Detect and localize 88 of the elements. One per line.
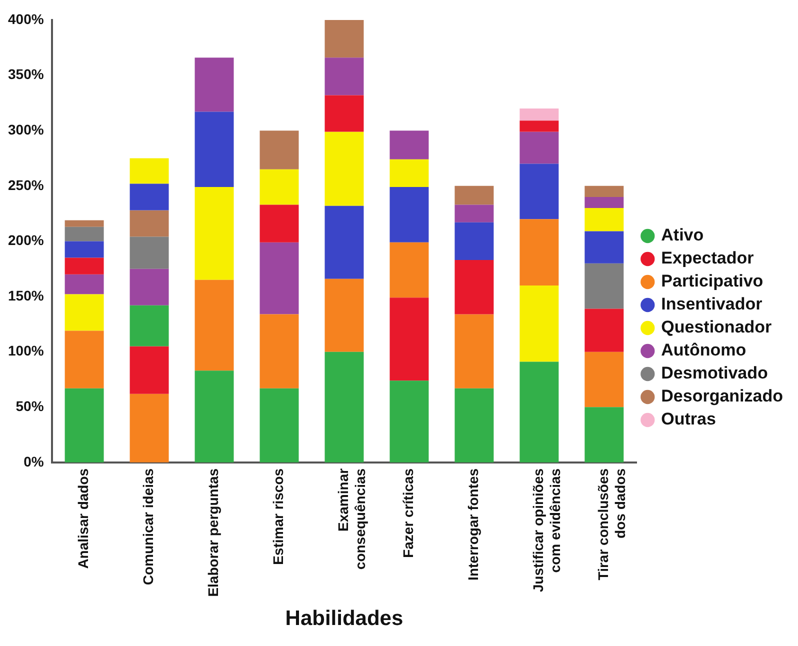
- bar: [390, 242, 429, 298]
- y-tick-label: 150%: [8, 287, 44, 304]
- bar: [64, 330, 104, 388]
- x-axis-title: Habilidades: [285, 607, 404, 630]
- bar: [130, 236, 169, 269]
- x-tick-label: Interrogar fontes: [465, 468, 482, 580]
- x-tick-label: Examinar consequências: [335, 468, 368, 570]
- bar: [194, 187, 234, 280]
- bar: [584, 308, 624, 352]
- y-tick-label: 200%: [8, 232, 44, 248]
- legend-label: Participativo: [661, 272, 764, 291]
- x-tick-label: Justificar opiniões com evidências: [530, 468, 563, 592]
- legend-label: Questionador: [661, 318, 772, 337]
- bar: [584, 263, 624, 309]
- y-tick-label: 400%: [8, 10, 44, 27]
- bar: [520, 219, 559, 286]
- bar: [390, 159, 429, 188]
- bar: [130, 305, 169, 346]
- x-tick-label: Elaborar perguntas: [205, 468, 222, 597]
- bar: [520, 120, 559, 132]
- bar: [520, 164, 559, 220]
- bar: [324, 20, 364, 58]
- legend-label: Insentivador: [661, 294, 763, 314]
- y-tick-label: 0%: [24, 453, 44, 470]
- bar: [260, 169, 299, 205]
- bar: [584, 352, 624, 408]
- bar: [324, 95, 364, 132]
- legend-label: Outras: [661, 410, 716, 429]
- bar: [324, 352, 364, 462]
- bar: [64, 274, 104, 294]
- bar: [260, 204, 299, 242]
- y-tick-label: 50%: [16, 398, 44, 414]
- bar: [130, 210, 169, 237]
- y-tick-label: 100%: [8, 342, 44, 359]
- bar: [324, 278, 364, 352]
- bar: [454, 314, 494, 388]
- bar: [324, 206, 364, 279]
- bar: [194, 280, 234, 371]
- bar: [324, 58, 364, 96]
- legend-label: Autônomo: [661, 340, 746, 360]
- bar: [390, 380, 429, 462]
- bar: [260, 242, 299, 314]
- bar: [324, 132, 364, 206]
- bar: [584, 196, 624, 208]
- bar: [260, 314, 299, 388]
- bar: [454, 388, 494, 462]
- bar: [64, 220, 104, 227]
- bar: [64, 294, 104, 331]
- bar: [520, 108, 559, 121]
- bar: [390, 187, 429, 242]
- bar: [260, 130, 299, 170]
- bar: [584, 407, 624, 462]
- legend-label: Desorganizado: [661, 386, 784, 406]
- x-tick-label: Fazer críticas: [400, 468, 416, 558]
- bar: [194, 58, 234, 112]
- bar: [390, 298, 429, 381]
- bar: [64, 388, 104, 462]
- y-tick-label: 350%: [8, 66, 44, 82]
- legend-label: Expectador: [661, 248, 754, 268]
- bar: [584, 186, 624, 197]
- x-tick-label: Comunicar ideias: [140, 468, 156, 586]
- bar: [454, 186, 494, 205]
- bar: [454, 222, 494, 260]
- bar: [64, 226, 104, 242]
- bar: [194, 370, 234, 462]
- bar: [584, 208, 624, 232]
- bar: [64, 241, 104, 258]
- bar: [130, 184, 169, 210]
- bar: [520, 285, 559, 362]
- bar: [260, 388, 299, 462]
- bar: [584, 231, 624, 264]
- bar: [520, 362, 559, 462]
- bar: [130, 394, 169, 462]
- bar: [130, 346, 169, 394]
- bar: [520, 132, 559, 164]
- x-tick-label: Analisar dados: [75, 468, 92, 569]
- y-tick-label: 300%: [8, 121, 44, 138]
- legend-label: Desmotivado: [661, 364, 768, 383]
- bar: [390, 130, 429, 160]
- bar: [64, 258, 104, 274]
- bar: [454, 260, 494, 314]
- bar: [130, 268, 169, 306]
- x-tick-label: Estimar riscos: [270, 468, 286, 565]
- legend-label: Ativo: [661, 226, 704, 245]
- bar: [130, 158, 169, 184]
- bar: [194, 112, 234, 188]
- bar: [454, 204, 494, 222]
- y-tick-label: 250%: [8, 176, 44, 193]
